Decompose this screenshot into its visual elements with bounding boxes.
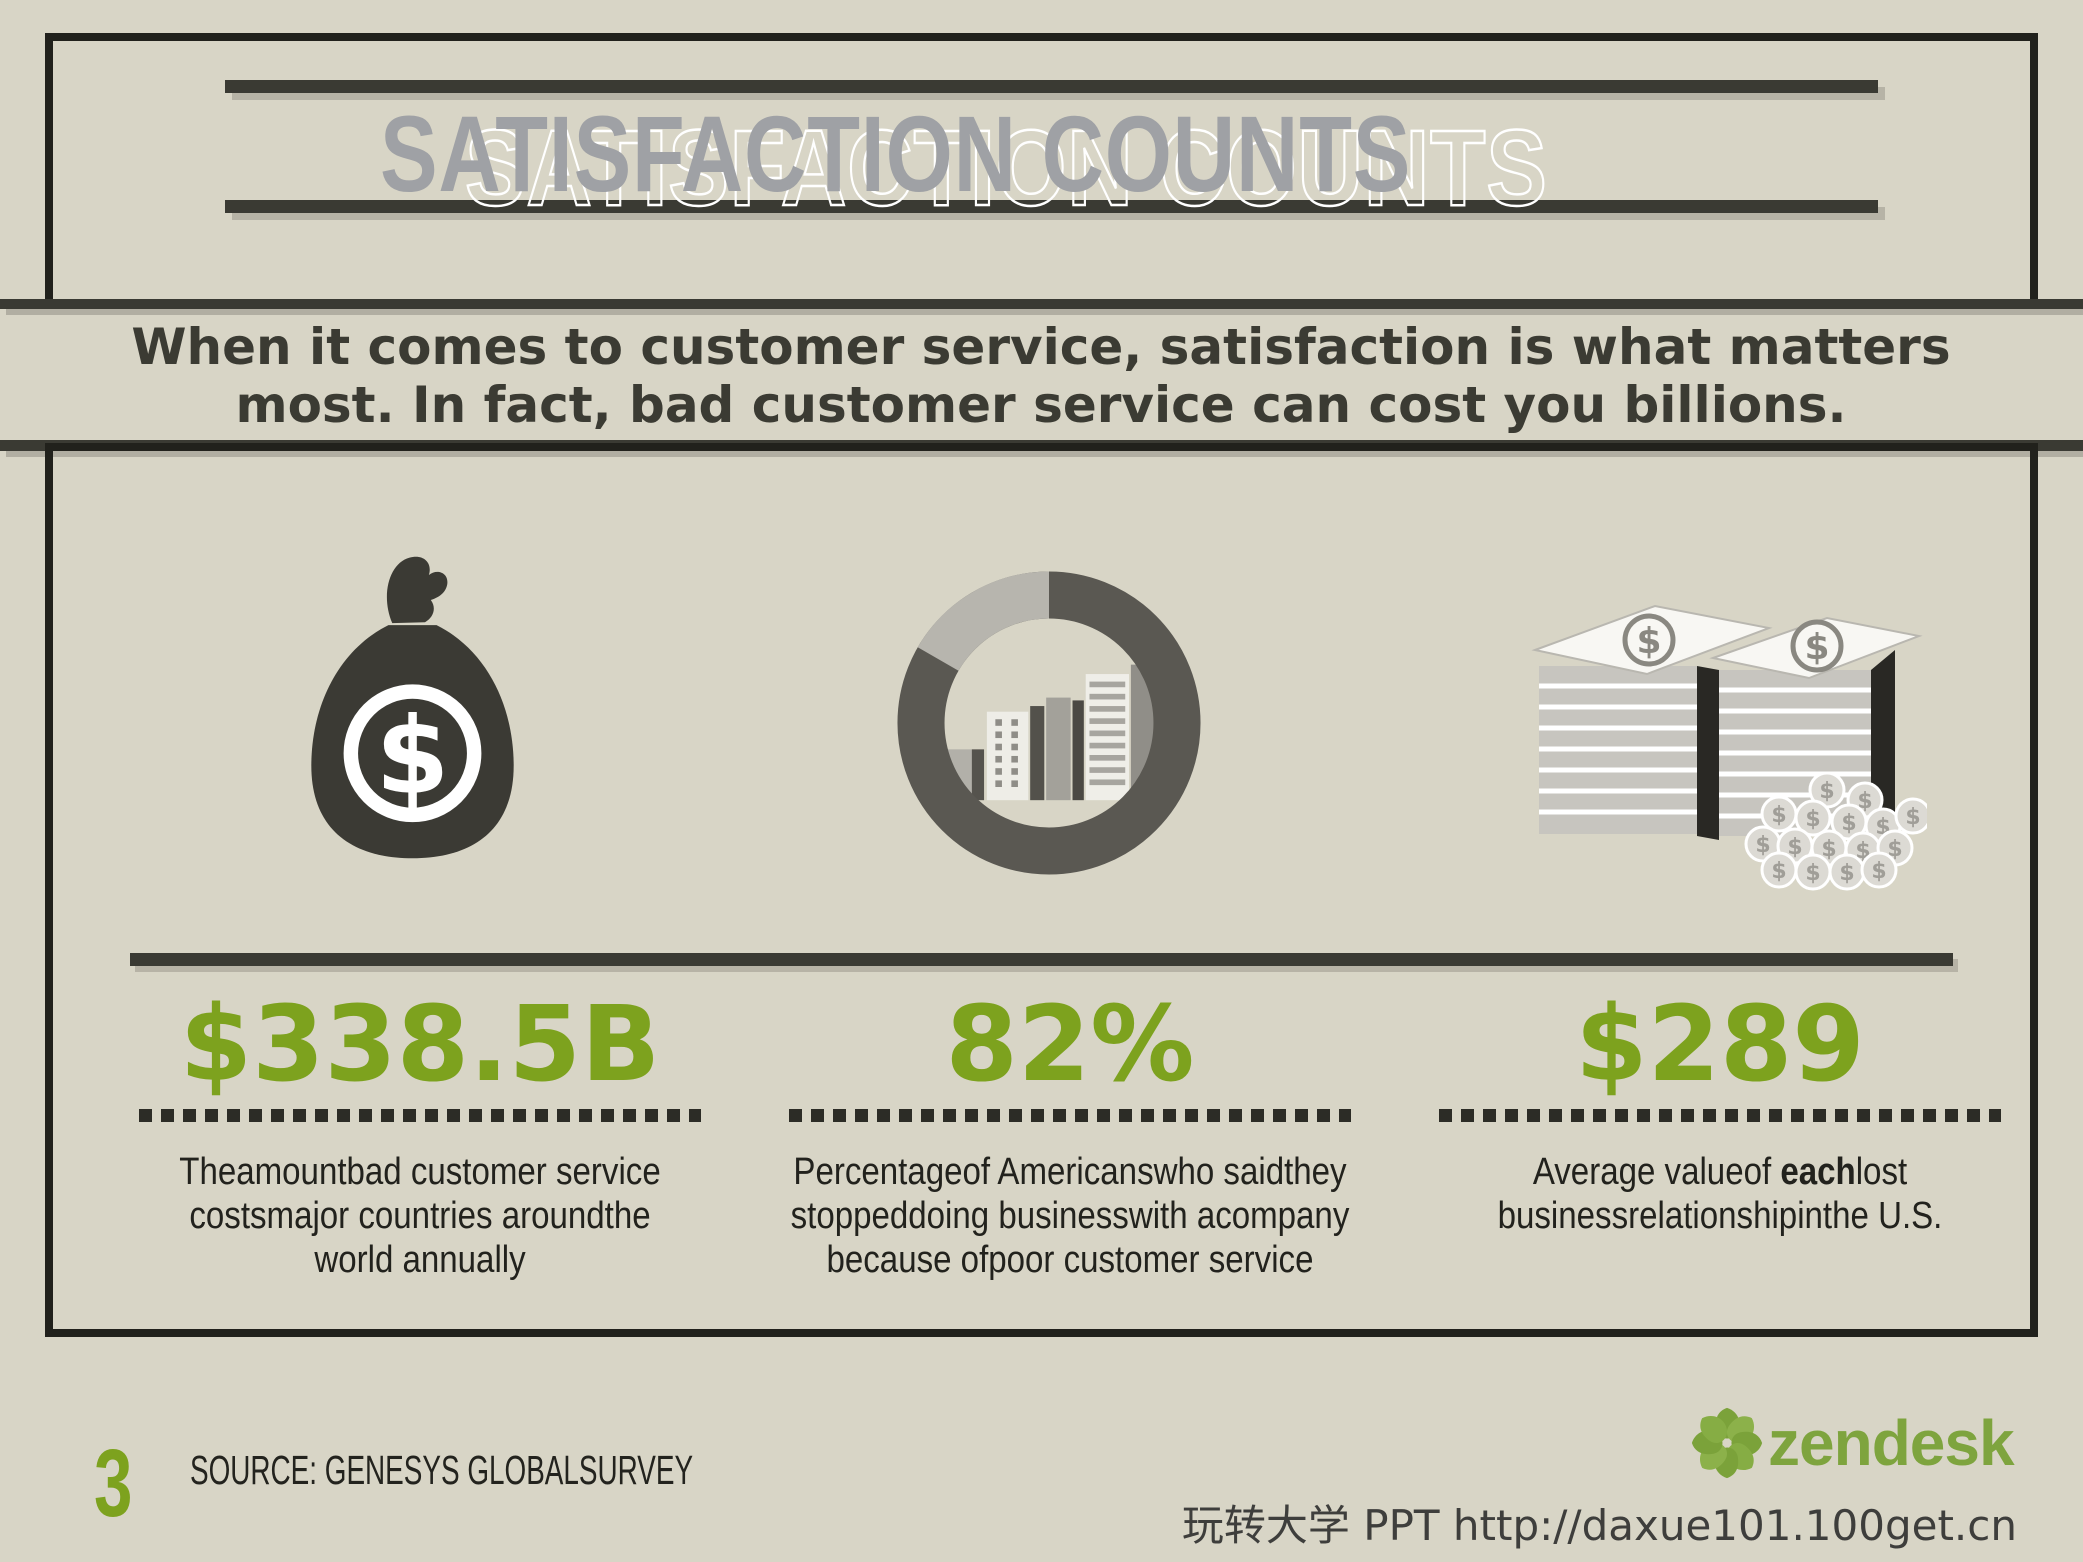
page-title: SATISFACTION COUNTS SATISFACTION COUNTS: [380, 93, 1880, 223]
stat-column-annual-cost: $338.5B Theamountbad customer service co…: [95, 985, 745, 1282]
stats-divider-rule: [130, 953, 1953, 966]
svg-text:$: $: [1804, 627, 1829, 668]
zendesk-logo: zendesk: [1688, 1404, 2015, 1482]
bag-dollar-sign: $: [376, 695, 450, 818]
stack-gap-shadow: [1697, 666, 1719, 840]
top-bill-left: $: [1531, 604, 1773, 676]
source-note: SOURCE: GENESYS GLOBALSURVEY: [190, 1447, 694, 1493]
donut-chart-icon: [897, 571, 1201, 875]
page-title-solid-layer: SATISFACTION COUNTS: [380, 93, 1412, 214]
stat-description: Percentageof Americanswho saidthey stopp…: [790, 1151, 1350, 1281]
stat-value: $338.5B: [179, 983, 661, 1105]
stat-value: $289: [1575, 983, 1865, 1105]
money-bag-icon: $: [311, 556, 514, 859]
svg-text:$: $: [1636, 621, 1661, 662]
stat-column-stopped-business: 82% Percentageof Americanswho saidthey s…: [745, 985, 1395, 1282]
subtitle-text: When it comes to customer service, satis…: [131, 318, 1951, 434]
dotted-divider: [139, 1109, 701, 1122]
dotted-divider: [789, 1109, 1351, 1122]
title-rule-top: [225, 80, 1878, 93]
bag-knot: [386, 556, 448, 624]
money-stacks-icon: $ $ $: [1531, 604, 1927, 891]
zendesk-swirl-icon: [1691, 1407, 1763, 1479]
buildings-icon: [943, 664, 1156, 801]
watermark-text: 玩转大学 PPT http://daxue101.100get.cn: [1181, 1501, 2017, 1550]
subtitle-band-top-bar: [0, 299, 2083, 309]
title-rule-bottom: [225, 200, 1878, 213]
page-number: 3: [94, 1430, 133, 1537]
stat-column-lost-relationship: $289 Average valueof eachlost businessre…: [1395, 985, 2045, 1282]
content-frame-box: [45, 443, 2038, 1337]
top-bill-right: $: [1709, 616, 1923, 680]
donut-ring-light-segment: [917, 571, 1050, 672]
zendesk-wordmark: zendesk: [1768, 1407, 2015, 1479]
stat-value: 82%: [945, 983, 1195, 1105]
page-title-outline-layer: SATISFACTION COUNTS: [464, 107, 1548, 228]
stat-description: Average valueof eachlost businessrelatio…: [1497, 1151, 1943, 1237]
stats-row: $338.5B Theamountbad customer service co…: [95, 985, 2001, 1282]
dotted-divider: [1439, 1109, 2001, 1122]
bag-dollar-ring: [343, 684, 482, 823]
stat-description: Theamountbad customer service costsmajor…: [179, 1151, 661, 1281]
